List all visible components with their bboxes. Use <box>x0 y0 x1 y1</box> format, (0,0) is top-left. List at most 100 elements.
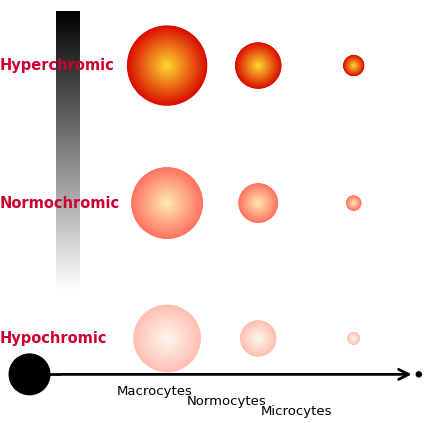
Circle shape <box>245 190 271 216</box>
Circle shape <box>137 308 197 369</box>
Circle shape <box>352 337 355 340</box>
Circle shape <box>250 330 266 346</box>
Bar <box>56 102 80 103</box>
Circle shape <box>251 331 266 346</box>
Circle shape <box>145 181 189 225</box>
Circle shape <box>240 184 277 222</box>
Circle shape <box>346 196 361 210</box>
Circle shape <box>351 63 356 68</box>
Circle shape <box>238 46 278 85</box>
Circle shape <box>240 185 276 221</box>
Circle shape <box>241 186 275 220</box>
Circle shape <box>250 330 267 347</box>
Bar <box>56 244 80 245</box>
Circle shape <box>135 33 200 98</box>
Bar <box>56 88 80 89</box>
Circle shape <box>252 59 265 72</box>
Circle shape <box>351 336 356 341</box>
Bar <box>56 224 80 225</box>
Circle shape <box>156 192 178 214</box>
Bar <box>56 235 80 237</box>
Bar <box>56 20 80 22</box>
Circle shape <box>241 321 275 355</box>
Circle shape <box>351 63 357 69</box>
Bar <box>56 151 80 153</box>
Bar <box>56 269 80 270</box>
Circle shape <box>253 198 263 208</box>
Circle shape <box>255 62 261 69</box>
Circle shape <box>148 319 186 357</box>
Circle shape <box>416 372 421 377</box>
Bar <box>56 60 80 61</box>
Circle shape <box>352 201 355 205</box>
Circle shape <box>349 333 359 343</box>
Circle shape <box>347 59 360 72</box>
Circle shape <box>352 64 355 67</box>
Circle shape <box>138 36 196 95</box>
Circle shape <box>350 199 358 207</box>
Circle shape <box>351 63 356 68</box>
Circle shape <box>353 202 355 204</box>
Circle shape <box>163 335 171 342</box>
Circle shape <box>165 63 169 68</box>
Circle shape <box>251 58 266 73</box>
Circle shape <box>247 55 269 76</box>
Circle shape <box>352 336 356 341</box>
Circle shape <box>346 195 362 211</box>
Circle shape <box>349 198 358 208</box>
Bar <box>56 25 80 26</box>
Circle shape <box>255 335 262 342</box>
Circle shape <box>352 201 356 206</box>
Bar <box>56 238 80 239</box>
Circle shape <box>256 201 261 206</box>
Bar <box>56 273 80 275</box>
Circle shape <box>251 332 265 345</box>
Circle shape <box>349 198 358 208</box>
Circle shape <box>134 170 200 236</box>
Circle shape <box>350 199 358 207</box>
Circle shape <box>353 338 354 339</box>
Circle shape <box>349 198 358 208</box>
Circle shape <box>353 338 354 339</box>
Bar <box>56 41 80 43</box>
Bar <box>56 192 80 193</box>
Circle shape <box>348 198 359 209</box>
Circle shape <box>247 191 270 215</box>
Circle shape <box>244 189 272 217</box>
Bar <box>56 255 80 256</box>
Circle shape <box>255 335 261 342</box>
Bar <box>56 242 80 244</box>
Bar <box>56 247 80 248</box>
Circle shape <box>164 336 170 341</box>
Bar <box>56 178 80 179</box>
Circle shape <box>252 197 264 209</box>
Circle shape <box>348 198 359 209</box>
Bar <box>56 114 80 115</box>
Bar <box>56 248 80 249</box>
Circle shape <box>251 195 266 211</box>
Circle shape <box>138 309 196 368</box>
Circle shape <box>253 198 263 208</box>
Circle shape <box>251 196 265 210</box>
Circle shape <box>252 332 265 345</box>
Circle shape <box>351 63 356 69</box>
Circle shape <box>346 58 361 73</box>
Circle shape <box>148 320 186 357</box>
Circle shape <box>152 323 182 354</box>
Circle shape <box>349 334 358 343</box>
Circle shape <box>143 315 191 362</box>
Circle shape <box>350 61 358 70</box>
Circle shape <box>352 201 356 205</box>
Circle shape <box>142 41 192 90</box>
Circle shape <box>148 184 187 222</box>
Bar <box>56 202 80 203</box>
Circle shape <box>351 335 357 341</box>
Bar <box>56 147 80 149</box>
Circle shape <box>348 197 360 209</box>
Circle shape <box>238 46 278 85</box>
Circle shape <box>148 47 186 84</box>
Circle shape <box>247 327 270 350</box>
Bar <box>56 175 80 177</box>
Bar <box>56 72 80 74</box>
Circle shape <box>344 56 363 75</box>
